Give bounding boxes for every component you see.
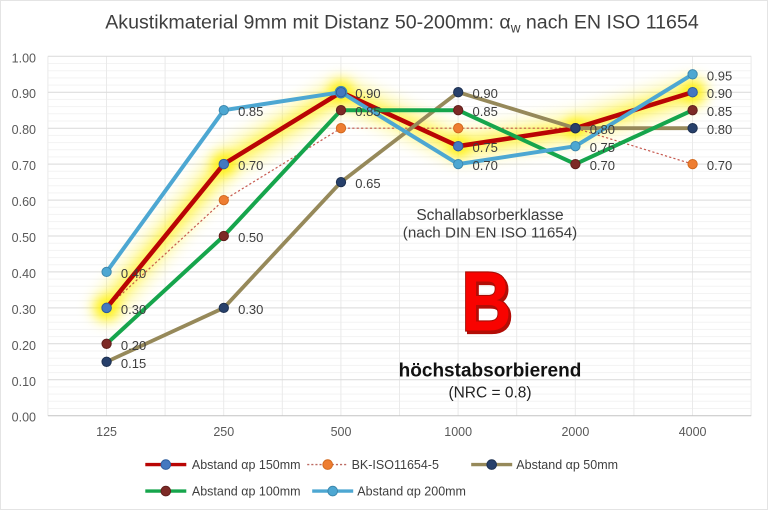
svg-text:Abstand αp 50mm: Abstand αp 50mm [516, 458, 618, 472]
svg-text:(NRC = 0.8): (NRC = 0.8) [448, 384, 531, 401]
svg-text:0.40: 0.40 [12, 267, 36, 281]
svg-text:1000: 1000 [444, 425, 472, 439]
svg-text:0.30: 0.30 [121, 302, 146, 317]
svg-text:0.65: 0.65 [355, 176, 380, 191]
svg-text:0.80: 0.80 [590, 122, 615, 137]
svg-text:0.75: 0.75 [473, 140, 498, 155]
svg-text:Abstand αp 150mm: Abstand αp 150mm [192, 458, 301, 472]
svg-text:0.90: 0.90 [473, 86, 498, 101]
svg-text:0.90: 0.90 [355, 86, 380, 101]
svg-text:0.50: 0.50 [238, 230, 263, 245]
svg-text:BK-ISO11654-5: BK-ISO11654-5 [352, 458, 439, 472]
svg-text:0.90: 0.90 [12, 87, 36, 101]
svg-text:0.70: 0.70 [707, 158, 732, 173]
svg-text:0.70: 0.70 [238, 158, 263, 173]
svg-text:0.70: 0.70 [12, 159, 36, 173]
svg-text:0.90: 0.90 [707, 86, 732, 101]
svg-text:0.20: 0.20 [121, 338, 146, 353]
svg-text:B: B [461, 255, 511, 349]
svg-text:4000: 4000 [679, 425, 707, 439]
svg-text:0.75: 0.75 [590, 140, 615, 155]
svg-text:0.85: 0.85 [473, 104, 498, 119]
svg-text:0.10: 0.10 [12, 375, 36, 389]
svg-text:0.85: 0.85 [238, 104, 263, 119]
svg-text:0.70: 0.70 [473, 158, 498, 173]
svg-text:0.30: 0.30 [238, 302, 263, 317]
svg-text:0.40: 0.40 [121, 266, 146, 281]
svg-text:0.80: 0.80 [707, 122, 732, 137]
svg-text:Abstand αp 100mm: Abstand αp 100mm [192, 484, 301, 498]
svg-text:125: 125 [96, 425, 117, 439]
svg-text:Abstand αp 200mm: Abstand αp 200mm [357, 484, 466, 498]
svg-text:0.85: 0.85 [707, 104, 732, 119]
svg-text:höchstabsorbierend: höchstabsorbierend [399, 361, 582, 382]
svg-text:Akustikmaterial 9mm mit Distan: Akustikmaterial 9mm mit Distanz 50-200mm… [105, 11, 699, 35]
svg-text:0.30: 0.30 [12, 303, 36, 317]
svg-text:0.95: 0.95 [707, 68, 732, 83]
svg-text:Schallabsorberklasse: Schallabsorberklasse [416, 207, 563, 224]
svg-text:1.00: 1.00 [12, 51, 36, 65]
svg-text:0.50: 0.50 [12, 231, 36, 245]
svg-text:0.80: 0.80 [12, 123, 36, 137]
svg-text:0.00: 0.00 [12, 411, 36, 425]
svg-text:0.20: 0.20 [12, 339, 36, 353]
svg-text:500: 500 [331, 425, 352, 439]
svg-text:0.15: 0.15 [121, 356, 146, 371]
svg-text:0.60: 0.60 [12, 195, 36, 209]
svg-text:(nach DIN EN ISO 11654): (nach DIN EN ISO 11654) [403, 225, 577, 242]
svg-text:2000: 2000 [561, 425, 589, 439]
svg-text:0.70: 0.70 [590, 158, 615, 173]
svg-text:0.85: 0.85 [355, 104, 380, 119]
svg-text:250: 250 [213, 425, 234, 439]
